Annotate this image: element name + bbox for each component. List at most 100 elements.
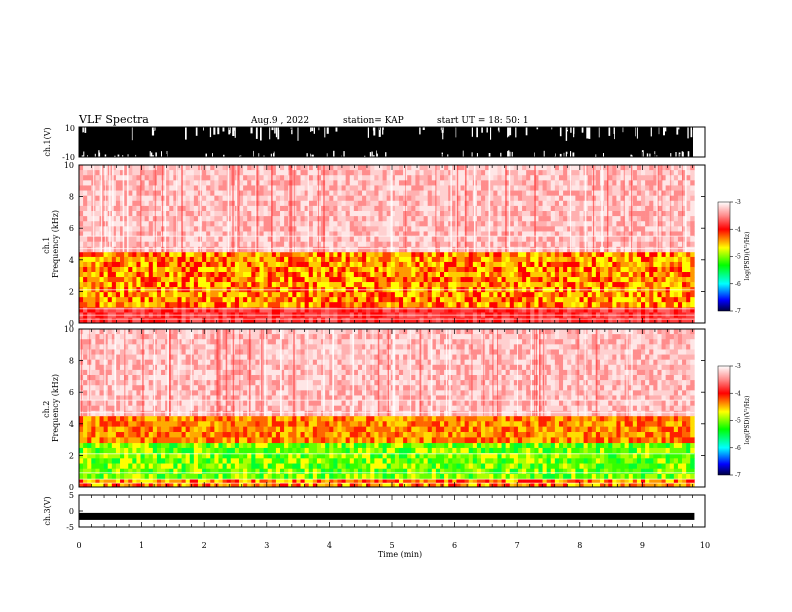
spectrogram-cell [579,266,584,273]
spectrogram-cell [587,211,593,217]
spectrogram-cell [353,292,359,298]
spectrogram-cell [193,256,199,263]
spectrogram-cell [202,221,207,227]
spectrogram-cell [189,307,195,313]
spectrogram-cell [682,165,687,171]
spectrogram-cell [554,195,560,202]
spectrogram-cell [398,292,404,298]
spectrogram-cell [275,241,281,248]
spectrogram-cell [308,190,314,196]
spectrogram-cell [124,180,129,186]
spectrogram-cell [185,226,191,232]
spectrogram-cell [296,282,301,288]
spectrogram-cell [251,282,256,288]
ch1-waveform-gap [371,151,373,157]
spectrogram-cell [222,200,227,207]
ch1-waveform-gap [234,127,236,138]
spectrogram-cell [534,221,539,227]
spectrogram-cell [95,277,100,283]
spectrogram-cell [554,241,560,248]
spectrogram-cell [185,190,191,196]
spectrogram-cell [632,180,638,186]
spectrogram-cell [460,180,465,186]
spectrogram-cell [280,261,285,268]
spectrogram-cell [161,282,166,288]
spectrogram-cell [530,241,535,248]
spectrogram-cell [608,292,613,298]
spectrogram-cell [398,241,404,248]
spectrogram-cell [682,211,687,217]
spectrogram-cell [628,221,634,227]
spectrogram-cell [345,185,351,191]
spectrogram-cell [435,175,441,181]
spectrogram-cell [497,190,502,196]
spectrogram-cell [329,180,334,186]
spectrogram-cell [128,205,133,212]
spectrogram-cell [382,185,387,191]
spectrogram-cell [686,277,691,283]
spectrogram-cell [612,180,617,186]
spectrogram-cell [542,211,547,217]
spectrogram-cell [415,302,420,308]
spectrogram-cell [214,297,219,303]
spectrogram-cell [247,165,252,171]
spectrogram-cell [132,479,137,484]
spectrogram-cell [444,292,449,298]
spectrogram-cell [472,256,478,263]
spectrogram-cell [411,236,416,242]
spectrogram-cell [530,266,535,273]
spectrogram-cell [628,226,634,232]
spectrogram-cell [206,185,211,191]
spectrogram-cell [513,165,519,171]
spectrogram-cell [345,236,351,242]
spectrogram-cell [156,246,162,253]
spectrogram-cell [247,175,252,181]
spectrogram-cell [83,292,88,298]
spectrogram-cell [636,256,642,263]
spectrogram-cell [661,241,666,248]
spectrogram-cell [95,261,100,268]
spectrogram-cell [189,297,195,303]
spectrogram-cell [677,205,683,212]
spectrogram-cell [534,282,539,288]
spectrogram-cell [563,261,568,268]
spectrogram-cell [538,302,543,308]
spectrogram-cell [517,190,523,196]
spectrogram-cell [538,292,543,298]
spectrogram-cell [517,211,523,217]
spectrogram-cell [206,221,211,227]
spectrogram-cell [431,256,437,263]
spectrogram-cell [497,302,502,308]
spectrogram-cell [83,483,88,488]
spectrogram-cell [333,272,338,278]
spectrogram-cell [394,302,400,308]
ch1-waveform-gap [212,153,213,157]
spectrogram-cell [398,211,404,217]
spectrogram-cell [612,307,617,313]
spectrogram-cell [87,282,92,288]
spectrogram-cell [120,200,125,207]
spectrogram-cell [554,277,560,283]
spectrogram-cell [251,256,256,263]
spectrogram-cell [83,236,88,242]
spectrogram-cell [136,190,141,196]
spectrogram-cell [632,236,638,242]
spectrogram-cell [111,190,117,196]
spectrogram-cell [243,175,248,181]
spectrogram-cell [452,180,457,186]
spectrogram-cell [378,231,383,237]
spectrogram-cell [292,282,297,288]
spectrogram-cell [489,282,494,288]
spectrogram-cell [641,175,646,181]
ch1-waveform-gap [543,150,545,157]
spectrogram-cell [300,297,305,303]
ch1-waveform-gap [603,153,604,157]
spectrogram-cell [632,302,638,308]
spectrogram-cell [329,261,334,268]
spectrogram-cell [185,251,191,258]
spectrogram-cell [456,292,461,298]
spectrogram-cell [575,266,580,273]
spectrogram-cell [653,241,658,248]
spectrogram-cell [476,302,482,308]
